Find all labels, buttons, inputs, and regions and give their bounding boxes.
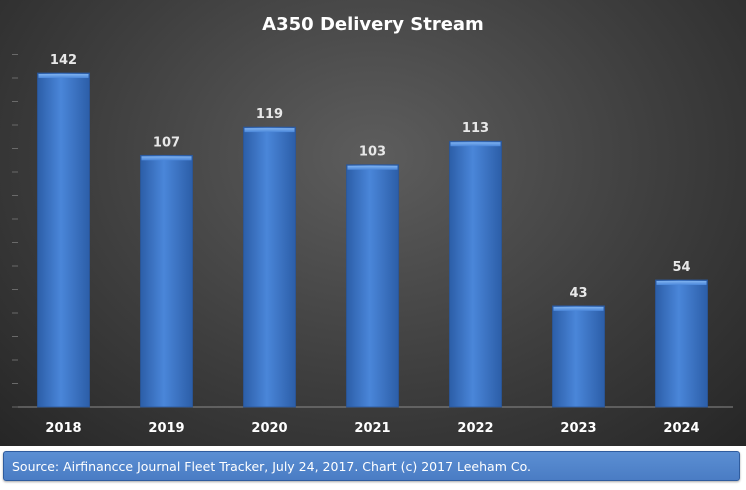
bar-2023 <box>552 305 605 408</box>
bar-2024 <box>655 279 708 408</box>
bar-cap-2020 <box>244 128 295 133</box>
bar-group-2021: 103 2021 <box>346 145 399 436</box>
data-label-2019: 107 <box>153 135 180 150</box>
bar-2021 <box>346 164 399 408</box>
bar-cap-2019 <box>141 156 192 161</box>
data-label-2022: 113 <box>462 121 489 136</box>
data-label-2024: 54 <box>672 260 690 275</box>
x-tick-label-2018: 2018 <box>45 421 81 436</box>
bar-group-2024: 54 2024 <box>655 260 708 436</box>
data-label-2020: 119 <box>256 107 283 122</box>
x-tick-label-2019: 2019 <box>148 421 184 436</box>
chart-title: A350 Delivery Stream <box>262 14 484 35</box>
bar-cap-2024 <box>656 280 707 285</box>
data-label-2023: 43 <box>569 286 587 301</box>
data-label-2018: 142 <box>50 53 77 68</box>
bar-cap-2023 <box>553 306 604 311</box>
bar-group-2019: 107 2019 <box>140 135 193 436</box>
x-tick-label-2020: 2020 <box>251 421 287 436</box>
bar-2020 <box>243 126 296 408</box>
source-note: Source: Airfinancce Journal Fleet Tracke… <box>3 451 740 481</box>
x-tick-label-2021: 2021 <box>354 421 390 436</box>
bar-group-2023: 43 2023 <box>552 286 605 436</box>
x-tick-label-2023: 2023 <box>560 421 596 436</box>
bar-group-2022: 113 2022 <box>449 121 502 436</box>
bar-2022 <box>449 140 502 408</box>
x-tick-label-2022: 2022 <box>457 421 493 436</box>
bar-group-2018: 142 2018 <box>37 53 90 436</box>
bar-cap-2021 <box>347 165 398 170</box>
bar-2019 <box>140 154 193 408</box>
bar-2018 <box>37 72 90 408</box>
bar-group-2020: 119 2020 <box>243 107 296 436</box>
data-label-2021: 103 <box>359 145 386 160</box>
x-tick-label-2024: 2024 <box>663 421 699 436</box>
bar-chart: A350 Delivery Stream 142 2018 107 2019 119 20… <box>12 14 733 436</box>
chart-panel: A350 Delivery Stream 142 2018 107 2019 119 20… <box>0 0 746 446</box>
source-note-text: Source: Airfinancce Journal Fleet Tracke… <box>12 458 531 474</box>
bar-cap-2018 <box>38 74 89 79</box>
bar-cap-2022 <box>450 142 501 147</box>
